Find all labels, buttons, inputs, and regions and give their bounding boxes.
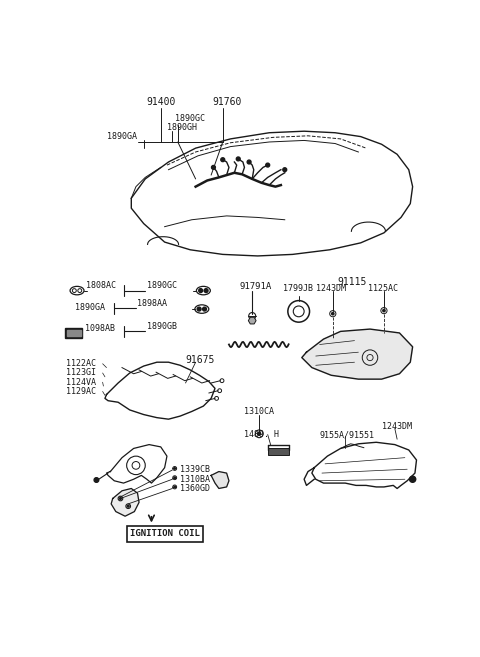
Text: 91675: 91675 [186, 355, 215, 365]
Circle shape [199, 288, 203, 292]
Bar [67, 330, 81, 336]
Text: 1122AC: 1122AC [66, 359, 96, 368]
Circle shape [197, 307, 201, 311]
Bar [65, 328, 83, 338]
Circle shape [332, 313, 334, 315]
Circle shape [247, 160, 251, 164]
Circle shape [127, 505, 129, 507]
Text: 91115: 91115 [337, 277, 367, 287]
Text: 91791A: 91791A [240, 283, 272, 291]
Text: 1310CA: 1310CA [244, 407, 274, 416]
Circle shape [409, 476, 416, 482]
Circle shape [203, 307, 206, 311]
Text: 1360GD: 1360GD [180, 484, 210, 493]
Bar [268, 449, 288, 455]
Circle shape [212, 166, 216, 170]
Text: IGNITION COIL: IGNITION COIL [130, 530, 200, 538]
Text: 1890GA: 1890GA [107, 132, 136, 141]
Text: 1129AC: 1129AC [66, 387, 96, 396]
Circle shape [174, 486, 176, 487]
Circle shape [236, 157, 240, 161]
Text: 1243DM: 1243DM [316, 284, 346, 293]
Polygon shape [111, 489, 139, 516]
Text: 1098AB: 1098AB [85, 324, 115, 333]
Circle shape [120, 497, 121, 499]
Text: 1799JB: 1799JB [283, 284, 313, 293]
Circle shape [258, 432, 261, 436]
Text: 1898AA: 1898AA [137, 299, 168, 308]
Circle shape [204, 288, 208, 292]
Text: 1123GI: 1123GI [66, 369, 96, 378]
Polygon shape [211, 472, 229, 489]
Text: 1489. H: 1489. H [244, 430, 279, 439]
Text: 9155A/91551: 9155A/91551 [320, 430, 374, 439]
Text: 1890GC: 1890GC [147, 281, 177, 290]
Text: 1125AC: 1125AC [369, 284, 398, 293]
Text: 1310BA: 1310BA [180, 475, 210, 484]
Text: 1890GH: 1890GH [167, 123, 197, 132]
Circle shape [283, 168, 287, 171]
Circle shape [221, 158, 225, 162]
Text: 1890GA: 1890GA [75, 303, 106, 312]
Text: 1339CB: 1339CB [180, 466, 210, 474]
Circle shape [266, 163, 270, 167]
Circle shape [174, 477, 176, 478]
Text: 1890GC: 1890GC [175, 114, 204, 124]
Circle shape [174, 468, 176, 469]
Text: 91760: 91760 [213, 97, 242, 107]
Text: 1124VA: 1124VA [66, 378, 96, 387]
Text: 1808AC: 1808AC [85, 281, 116, 290]
Polygon shape [302, 329, 413, 379]
Text: 91400: 91400 [147, 97, 176, 107]
Text: 1890GB: 1890GB [147, 323, 177, 331]
Circle shape [94, 478, 99, 482]
Text: 1243DM: 1243DM [382, 422, 412, 432]
Circle shape [383, 309, 385, 312]
